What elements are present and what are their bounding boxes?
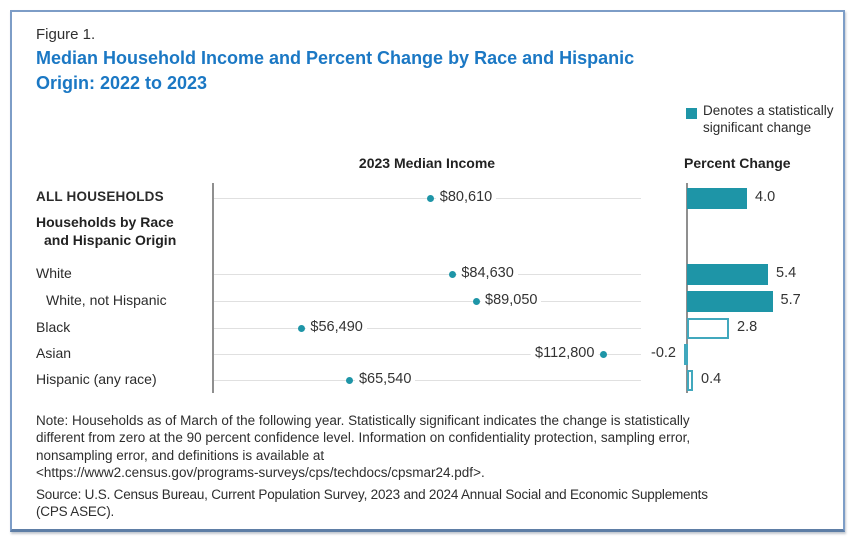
income-value: $112,800 [531, 345, 599, 361]
row-gridline [213, 380, 641, 381]
row-gridline [213, 354, 641, 355]
section-label: Households by Race and Hispanic Origin [36, 214, 176, 249]
percent-change-value: 5.7 [780, 292, 801, 308]
row-gridline [213, 328, 641, 329]
figure-title-line2: Origin: 2022 to 2023 [36, 73, 208, 93]
legend-label: Denotes a statistically significant chan… [703, 103, 859, 136]
percent-change-value: 0.4 [701, 371, 722, 387]
income-axis-line [212, 183, 214, 393]
figure-title-line1: Median Household Income and Percent Chan… [36, 48, 635, 68]
income-dot [427, 194, 435, 202]
income-value: $84,630 [457, 265, 518, 281]
figure-number: Figure 1. [36, 26, 96, 43]
note-line: <https://www2.census.gov/programs-survey… [36, 464, 485, 480]
legend-label-line2: significant change [703, 119, 812, 135]
section-label-line1: Households by Race [36, 214, 174, 230]
figure-title: Median Household Income and Percent Chan… [36, 46, 634, 96]
source-text: Source: U.S. Census Bureau, Current Popu… [36, 486, 708, 521]
note-line: Note: Households as of March of the foll… [36, 413, 690, 428]
percent-change-value: -0.2 [651, 345, 676, 361]
income-value: $89,050 [481, 292, 542, 308]
source-line: (CPS ASEC). [36, 504, 115, 520]
percent-change-value: 5.4 [776, 265, 797, 281]
percent-change-bar [687, 263, 768, 285]
row-label: White [36, 265, 72, 281]
percent-change-value: 2.8 [737, 319, 758, 335]
percent-axis-line [686, 183, 688, 393]
income-dot [297, 324, 305, 332]
income-dot [599, 350, 607, 358]
note-line: nonsampling error, and definitions is av… [36, 447, 325, 463]
percent-change-bar [687, 317, 729, 339]
legend-significant-swatch [686, 108, 697, 119]
income-dot [448, 270, 456, 278]
source-line: Source: U.S. Census Bureau, Current Popu… [36, 487, 708, 502]
percent-change-bar [687, 290, 773, 312]
row-label: Asian [36, 345, 72, 361]
percent-change-bar [684, 343, 688, 365]
income-value: $80,610 [435, 189, 497, 205]
row-label: ALL HOUSEHOLDS [36, 189, 164, 204]
income-value: $56,490 [306, 319, 367, 335]
row-label: Black [36, 319, 71, 335]
note-line: different from zero at the 90 percent co… [36, 430, 691, 446]
percent-change-column-header: Percent Change [684, 155, 791, 171]
section-label-line2: and Hispanic Origin [44, 231, 177, 248]
row-gridline [213, 198, 641, 199]
percent-change-bar [687, 187, 747, 209]
row-gridline [213, 301, 641, 302]
row-label: Hispanic (any race) [36, 371, 157, 387]
percent-change-value: 4.0 [755, 189, 776, 205]
income-column-header: 2023 Median Income [358, 155, 496, 171]
income-dot [346, 376, 354, 384]
row-gridline [213, 274, 641, 275]
income-dot [472, 297, 480, 305]
legend-label-line1: Denotes a statistically [703, 103, 834, 118]
income-value: $65,540 [354, 371, 416, 387]
note-text: Note: Households as of March of the foll… [36, 412, 690, 481]
row-label: White, not Hispanic [46, 292, 167, 308]
percent-change-bar [687, 369, 693, 391]
